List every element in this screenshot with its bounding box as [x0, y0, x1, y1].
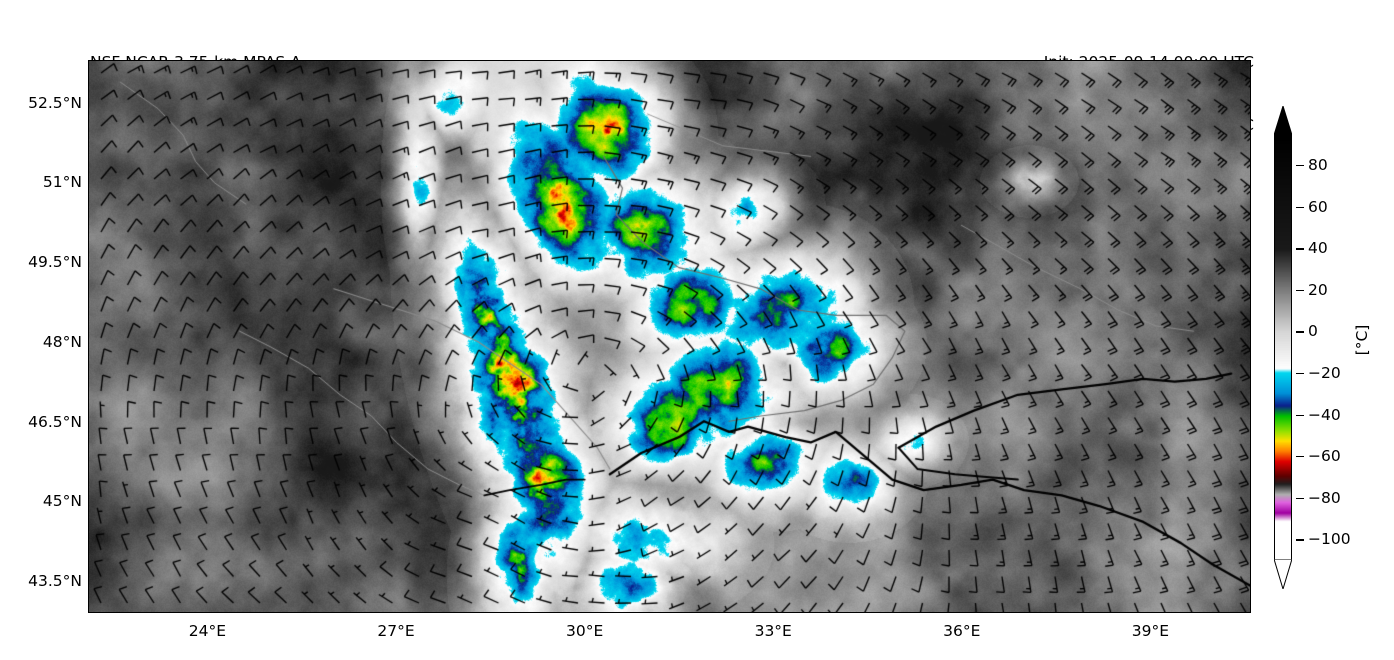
colorbar-tick: [1296, 165, 1304, 167]
colorbar-tick: [1296, 497, 1304, 499]
lon-tick-label: 30°E: [565, 622, 604, 640]
colorbar-tick: [1296, 372, 1304, 375]
colorbar-tick: [1296, 248, 1304, 250]
lon-tick-label: 24°E: [188, 622, 227, 640]
lon-tick-label: 27°E: [377, 622, 415, 640]
colorbar-tick-label: 20: [1308, 280, 1328, 299]
colorbar-tick-label: −20: [1308, 363, 1341, 382]
lat-tick-label: 48°N: [42, 332, 82, 351]
colorbar-tick-label: 0: [1308, 322, 1318, 341]
colorbar-axis-label: [°C]: [1353, 324, 1371, 356]
lat-tick-label: 43.5°N: [28, 572, 82, 591]
colorbar-tick-label: 80: [1308, 156, 1328, 175]
colorbar-tick-label: −80: [1308, 488, 1341, 507]
lon-tick-label: 36°E: [943, 622, 981, 640]
colorbar-extend-bottom-icon: [1274, 559, 1292, 589]
colorbar: [1271, 106, 1295, 589]
colorbar-tick-label: 40: [1308, 239, 1328, 258]
colorbar-tick: [1296, 331, 1304, 333]
colorbar-tick-label: −100: [1308, 530, 1351, 549]
colorbar-tick: [1296, 289, 1304, 292]
map-axes[interactable]: [88, 60, 1251, 613]
lon-tick-label: 33°E: [754, 622, 792, 640]
lat-tick-label: 45°N: [42, 492, 82, 511]
lat-tick-label: 52.5°N: [28, 93, 82, 112]
colorbar-tick-label: −40: [1308, 405, 1341, 424]
colorbar-gradient: [1274, 134, 1292, 560]
lat-tick-label: 46.5°N: [28, 412, 82, 431]
colorbar-tick-label: 60: [1308, 197, 1328, 216]
lat-tick-label: 51°N: [42, 173, 82, 192]
colorbar-tick: [1296, 539, 1304, 541]
colorbar-tick: [1296, 414, 1304, 416]
colorbar-tick-label: −60: [1308, 447, 1341, 466]
colorbar-tick: [1296, 456, 1304, 458]
colorbar-extend-top-icon: [1274, 106, 1292, 135]
lat-tick-label: 49.5°N: [28, 253, 82, 272]
lon-tick-label: 39°E: [1131, 622, 1170, 640]
colorbar-tick: [1296, 206, 1304, 209]
